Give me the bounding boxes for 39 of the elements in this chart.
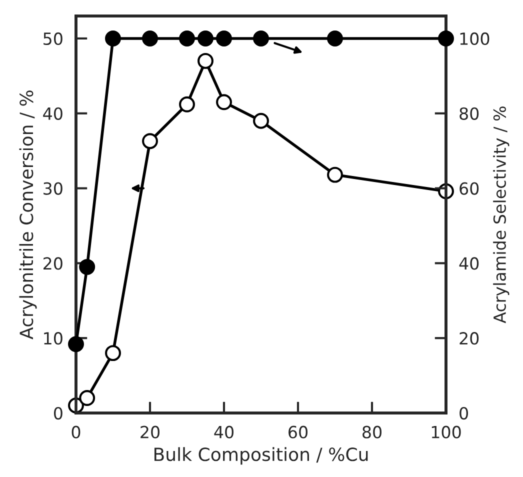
y-tick-label: 30 bbox=[44, 182, 62, 195]
y2-tick-label: 0 bbox=[460, 406, 468, 420]
point bbox=[79, 258, 96, 275]
y2-tick-label: 60 bbox=[460, 182, 479, 195]
point bbox=[253, 30, 269, 46]
point bbox=[142, 30, 158, 46]
point bbox=[198, 52, 214, 69]
point bbox=[68, 336, 84, 352]
point bbox=[79, 390, 96, 406]
point bbox=[179, 30, 195, 46]
point bbox=[216, 94, 232, 110]
y2-tick-label: 80 bbox=[460, 107, 479, 120]
x-tick-label: 20 bbox=[140, 426, 160, 438]
point bbox=[438, 30, 454, 46]
x-tick-label: 80 bbox=[362, 426, 382, 438]
y-tick-label: 0 bbox=[54, 406, 62, 420]
point bbox=[142, 133, 158, 150]
point bbox=[253, 112, 269, 129]
y-tick-label: 50 bbox=[44, 32, 62, 46]
point bbox=[105, 30, 121, 46]
y2-tick-label: 100 bbox=[460, 32, 490, 46]
y-tick-label: 40 bbox=[43, 107, 62, 120]
x-axis-title: Bulk Composition / %Cu bbox=[154, 447, 368, 465]
x-tick-label: 60 bbox=[288, 426, 308, 438]
x-tick-label: 0 bbox=[72, 426, 80, 438]
point bbox=[327, 30, 343, 46]
point bbox=[179, 96, 195, 112]
y-tick-label: 20 bbox=[44, 257, 62, 270]
y-tick-label: 10 bbox=[44, 332, 62, 345]
point bbox=[327, 166, 343, 183]
point bbox=[105, 345, 121, 362]
y2-tick-label: 20 bbox=[460, 332, 479, 345]
point bbox=[216, 30, 232, 46]
x-tick-label: 100 bbox=[432, 426, 461, 438]
y2-tick-label: 40 bbox=[459, 257, 479, 270]
point bbox=[198, 30, 214, 46]
x-tick-label: 40 bbox=[214, 426, 234, 438]
y-axis-title: Acrylonitrile Conversion / % bbox=[19, 90, 37, 340]
y2-axis-title: Acrylamide Selectivity / % bbox=[493, 106, 510, 324]
